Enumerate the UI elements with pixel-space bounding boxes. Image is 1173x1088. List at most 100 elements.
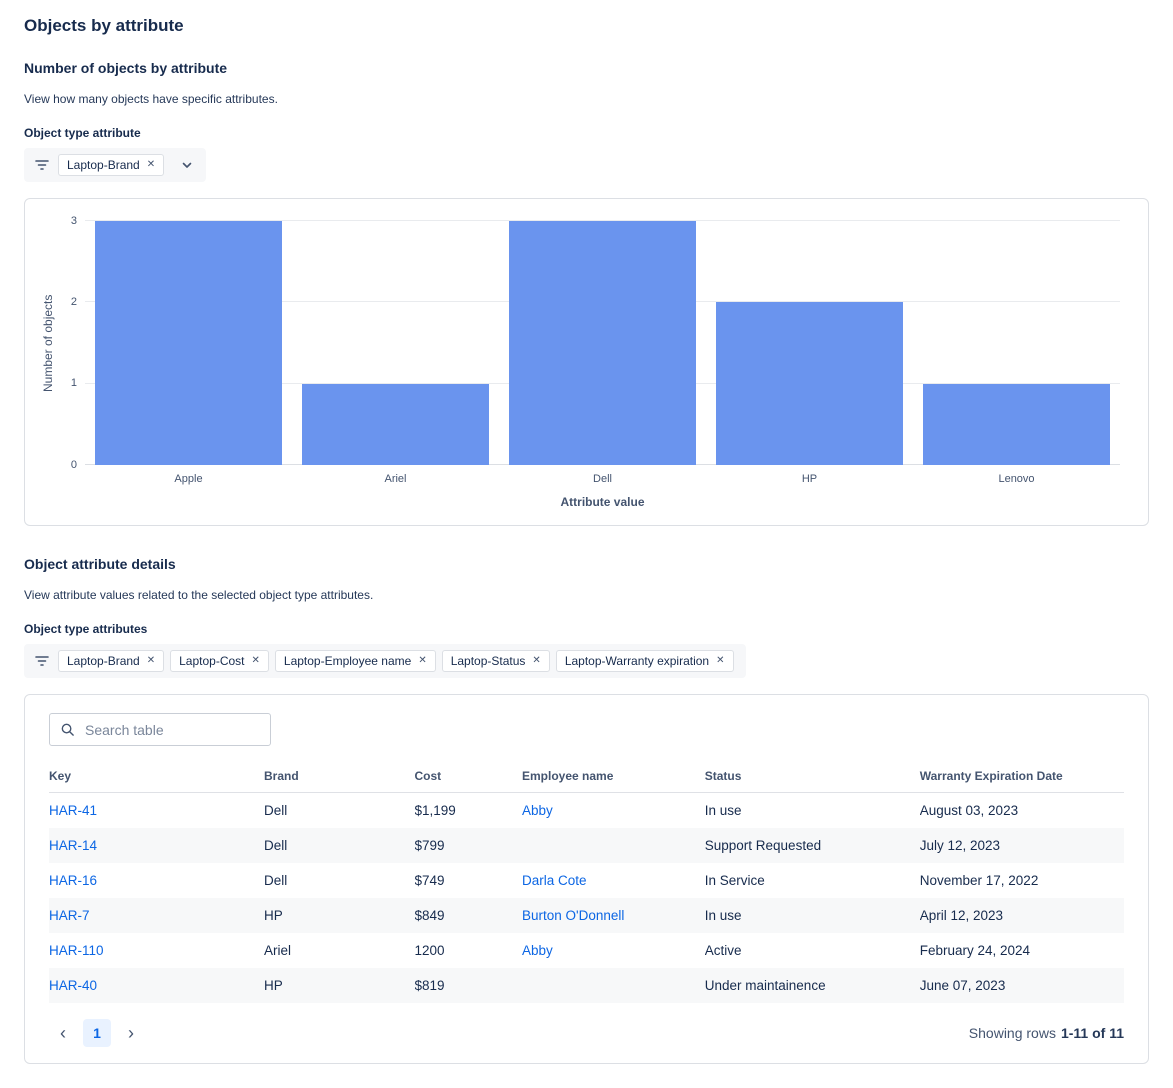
remove-tag-icon[interactable]: ✕ bbox=[716, 655, 725, 666]
bar-column bbox=[292, 221, 499, 465]
remove-tag-icon[interactable]: ✕ bbox=[146, 159, 156, 170]
status-cell: Under maintainence bbox=[704, 978, 826, 993]
warranty-cell: July 12, 2023 bbox=[919, 838, 1001, 853]
bar-column bbox=[913, 221, 1120, 465]
table-search[interactable] bbox=[49, 713, 271, 746]
y-tick-label: 2 bbox=[70, 295, 77, 308]
bar-column bbox=[499, 221, 706, 465]
y-axis-title: Number of objects bbox=[41, 294, 55, 392]
key-link[interactable]: HAR-41 bbox=[49, 803, 98, 818]
employee-cell bbox=[522, 828, 705, 863]
key-link[interactable]: HAR-14 bbox=[49, 838, 98, 853]
object-type-attribute-filter[interactable]: Laptop-Brand ✕ bbox=[24, 148, 207, 182]
key-link[interactable]: HAR-16 bbox=[49, 873, 98, 888]
filter-tag[interactable]: Laptop-Cost ✕ bbox=[170, 650, 269, 672]
filter-tag-label: Laptop-Brand bbox=[67, 158, 140, 172]
remove-tag-icon[interactable]: ✕ bbox=[146, 655, 156, 666]
column-header[interactable]: Cost bbox=[414, 760, 522, 793]
warranty-cell: February 24, 2024 bbox=[919, 943, 1031, 958]
remove-tag-icon[interactable]: ✕ bbox=[251, 655, 260, 666]
bars bbox=[85, 221, 1120, 465]
previous-page-button[interactable]: ‹ bbox=[49, 1019, 77, 1047]
object-type-attribute-label: Object type attribute bbox=[24, 126, 141, 140]
key-link[interactable]: HAR-40 bbox=[49, 978, 98, 993]
cost-cell: 1200 bbox=[414, 943, 445, 958]
gridline: 3 bbox=[71, 215, 1120, 227]
bar bbox=[716, 302, 903, 465]
x-axis-tick-labels: Apple Ariel Dell HP Lenovo bbox=[85, 473, 1120, 485]
filter-icon bbox=[34, 653, 50, 669]
filter-tag-label: Laptop-Brand bbox=[67, 654, 140, 668]
column-header[interactable]: Key bbox=[49, 760, 264, 793]
remove-tag-icon[interactable]: ✕ bbox=[418, 655, 427, 666]
chart-card: Number of objects 0 1 2 3 Apple Ariel Dell HP L… bbox=[24, 198, 1149, 526]
employee-link[interactable]: Abby bbox=[522, 803, 553, 818]
employee-cell: Burton O'Donnell bbox=[522, 898, 705, 933]
filter-tag[interactable]: Laptop-Brand ✕ bbox=[58, 650, 165, 672]
table-header-row: Key Brand Cost Employee name Status Warranty … bbox=[49, 760, 1124, 793]
table-row: HAR-16 Dell $749 Darla Cote In Service N… bbox=[49, 863, 1124, 898]
bar bbox=[509, 221, 696, 465]
status-cell: In use bbox=[704, 908, 742, 923]
details-section-description: View attribute values related to the sel… bbox=[24, 588, 374, 602]
rows-summary-prefix: Showing rows bbox=[968, 1025, 1056, 1041]
attributes-table: Key Brand Cost Employee name Status Warranty … bbox=[49, 760, 1124, 1003]
page-title: Objects by attribute bbox=[24, 16, 184, 35]
key-cell: HAR-40 bbox=[49, 968, 264, 1003]
bar bbox=[302, 383, 489, 465]
column-header[interactable]: Warranty Expiration Date bbox=[919, 760, 1124, 793]
x-tick-label: Lenovo bbox=[998, 473, 1035, 485]
remove-tag-icon[interactable]: ✕ bbox=[532, 655, 541, 666]
selected-attribute-tags: Laptop-Brand ✕ Laptop-Cost ✕ Laptop-Empl… bbox=[58, 650, 734, 672]
y-tick-label: 3 bbox=[70, 214, 77, 227]
column-header[interactable]: Employee name bbox=[522, 760, 705, 793]
details-section-heading: Object attribute details bbox=[24, 556, 176, 572]
cost-cell: $849 bbox=[414, 908, 445, 923]
status-cell: Support Requested bbox=[704, 838, 822, 853]
warranty-cell: November 17, 2022 bbox=[919, 873, 1039, 888]
search-icon bbox=[60, 722, 75, 737]
employee-cell bbox=[522, 968, 705, 1003]
chart-section-heading: Number of objects by attribute bbox=[24, 60, 228, 76]
pagination: ‹ 1 › bbox=[49, 1019, 145, 1047]
employee-cell: Darla Cote bbox=[522, 863, 705, 898]
brand-cell: Dell bbox=[264, 873, 288, 888]
filter-tag[interactable]: Laptop-Brand ✕ bbox=[58, 154, 165, 176]
filter-tag-label: Laptop-Warranty expiration bbox=[564, 654, 710, 668]
employee-link[interactable]: Darla Cote bbox=[522, 873, 587, 888]
filter-icon bbox=[34, 157, 50, 173]
key-cell: HAR-41 bbox=[49, 793, 264, 829]
y-tick-label: 0 bbox=[70, 458, 77, 471]
filter-tag[interactable]: Laptop-Employee name ✕ bbox=[274, 650, 436, 672]
warranty-cell: June 07, 2023 bbox=[919, 978, 1006, 993]
x-tick-label: Apple bbox=[174, 473, 203, 485]
key-cell: HAR-110 bbox=[49, 933, 264, 968]
column-header[interactable]: Brand bbox=[264, 760, 415, 793]
status-cell: Active bbox=[704, 943, 742, 958]
employee-cell: Abby bbox=[522, 793, 705, 829]
cost-cell: $749 bbox=[414, 873, 445, 888]
table-row: HAR-41 Dell $1,199 Abby In use August 03… bbox=[49, 793, 1124, 829]
chevron-left-icon: ‹ bbox=[60, 1022, 66, 1043]
next-page-button[interactable]: › bbox=[117, 1019, 145, 1047]
filter-tag-label: Laptop-Employee name bbox=[283, 654, 412, 668]
x-tick-label: Ariel bbox=[384, 473, 407, 485]
bar-chart: 0 1 2 3 bbox=[71, 215, 1120, 471]
brand-cell: Dell bbox=[264, 803, 288, 818]
chevron-down-icon[interactable] bbox=[180, 158, 194, 172]
employee-link[interactable]: Burton O'Donnell bbox=[522, 908, 625, 923]
key-link[interactable]: HAR-7 bbox=[49, 908, 90, 923]
search-input[interactable] bbox=[83, 720, 260, 739]
employee-link[interactable]: Abby bbox=[522, 943, 553, 958]
bar-column bbox=[706, 221, 913, 465]
object-type-attributes-filter[interactable]: Laptop-Brand ✕ Laptop-Cost ✕ Laptop-Empl… bbox=[24, 644, 746, 678]
page-1-button[interactable]: 1 bbox=[83, 1019, 111, 1047]
column-header[interactable]: Status bbox=[704, 760, 920, 793]
cost-cell: $799 bbox=[414, 838, 445, 853]
objects-by-attribute-page: Objects by attribute Number of objects b… bbox=[24, 16, 1149, 1064]
filter-tag[interactable]: Laptop-Warranty expiration ✕ bbox=[555, 650, 734, 672]
key-link[interactable]: HAR-110 bbox=[49, 943, 104, 958]
filter-tag[interactable]: Laptop-Status ✕ bbox=[441, 650, 550, 672]
status-cell: In Service bbox=[704, 873, 765, 888]
